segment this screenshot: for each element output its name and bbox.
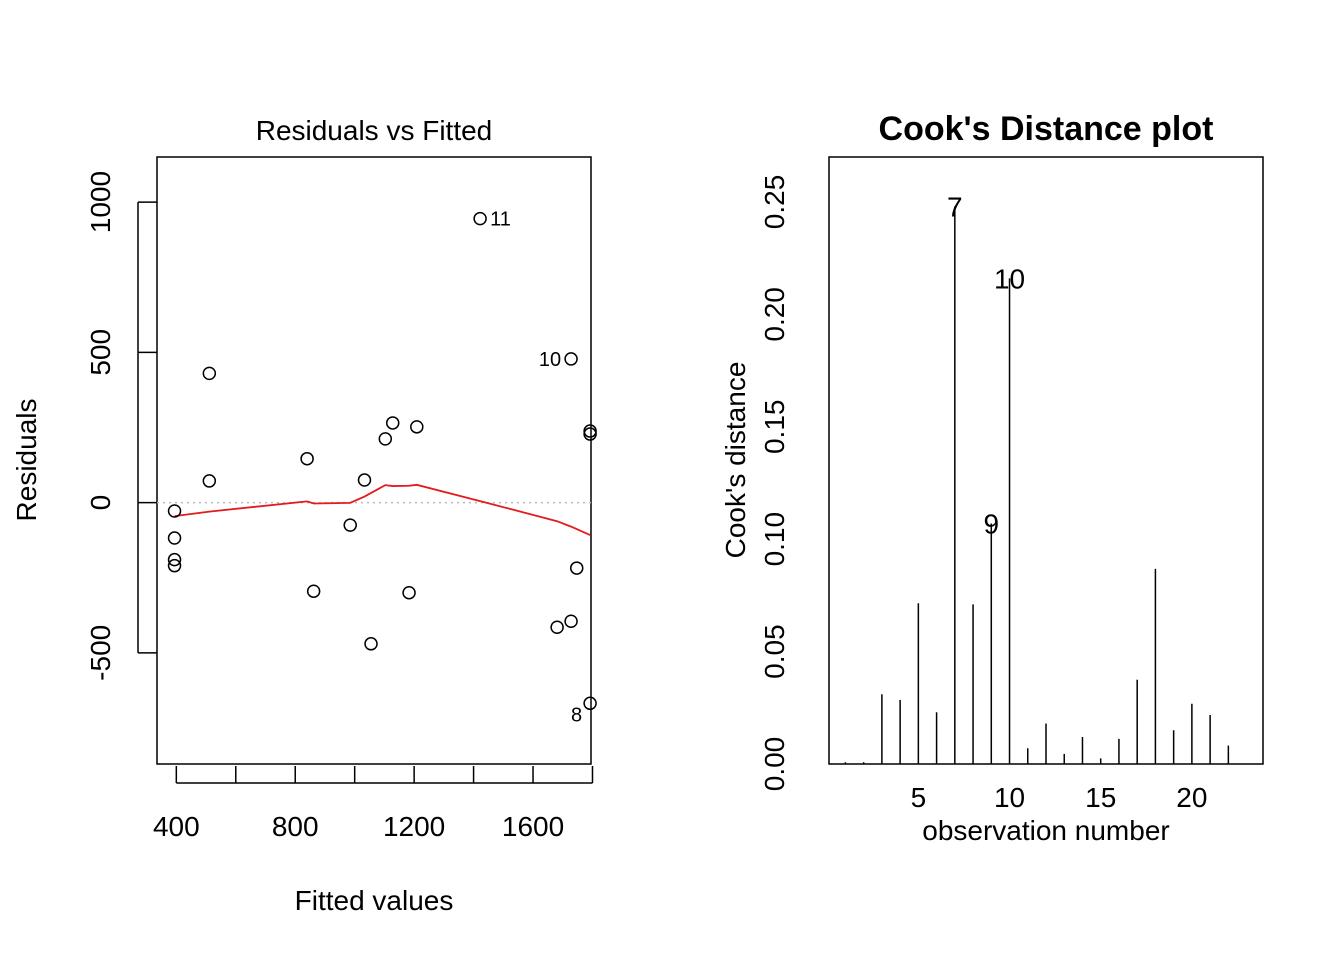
x-tick-label: 400 — [153, 811, 200, 842]
cooks-distance-panel: Cook's Distance plot observation number … — [720, 110, 1264, 846]
chart-title: Residuals vs Fitted — [256, 115, 493, 146]
x-tick-label: 10 — [994, 782, 1025, 813]
cook-point-label: 9 — [984, 508, 1000, 539]
point-label: 8 — [571, 704, 582, 726]
y-tick-label: 500 — [85, 329, 116, 376]
x-tick-label: 1600 — [502, 811, 564, 842]
data-point — [167, 552, 182, 567]
smooth-line — [174, 483, 591, 536]
data-point — [167, 531, 182, 545]
y-tick-label: 0.05 — [759, 624, 790, 679]
plot-frame — [156, 156, 592, 765]
y-axis: 0.00 0.05 0.10 0.15 0.20 0.25 — [759, 175, 790, 792]
data-point — [300, 451, 314, 466]
data-point — [550, 620, 564, 635]
x-tick-label: 15 — [1085, 782, 1116, 813]
cook-point-label: 10 — [994, 263, 1025, 294]
x-tick-label: 5 — [911, 782, 927, 813]
data-point — [306, 584, 321, 598]
y-axis: -500 0 500 1000 — [85, 171, 157, 681]
data-point — [564, 352, 578, 366]
y-axis-title: Cook's distance — [720, 362, 751, 559]
smooth-curve — [174, 483, 591, 536]
y-tick-label: 0 — [85, 495, 116, 511]
data-point — [473, 211, 487, 226]
y-axis-title: Residuals — [11, 399, 42, 522]
data-point — [402, 585, 416, 600]
y-tick-label: 0.15 — [759, 400, 790, 455]
data-point — [583, 427, 597, 441]
data-point — [583, 696, 597, 711]
residuals-vs-fitted-panel: Residuals vs Fitted Fitted values Residu… — [11, 115, 597, 916]
x-axis: 400 800 1200 1600 — [153, 766, 594, 842]
data-point — [202, 474, 217, 488]
data-point — [357, 473, 372, 487]
y-tick-label: 0.10 — [759, 512, 790, 567]
data-point — [385, 416, 400, 430]
data-point — [569, 561, 584, 575]
x-axis-title: observation number — [922, 815, 1169, 846]
y-tick-label: 0.20 — [759, 287, 790, 342]
data-point — [583, 424, 597, 438]
plot-frame — [828, 156, 1264, 765]
data-point — [410, 420, 424, 434]
data-points: 11 10 8 — [167, 209, 597, 726]
data-point — [343, 518, 357, 532]
x-tick-label: 20 — [1176, 782, 1207, 813]
point-label: 11 — [490, 209, 511, 231]
cook-labels: 7 9 10 — [947, 191, 1025, 539]
x-tick-label: 1200 — [383, 811, 445, 842]
data-point — [364, 637, 378, 651]
x-axis: 5 10 15 20 — [911, 782, 1208, 813]
y-tick-label: 0.00 — [759, 737, 790, 792]
cook-bars — [844, 206, 1230, 764]
chart-title: Cook's Distance plot — [879, 110, 1214, 148]
data-point — [167, 558, 182, 573]
y-tick-label: 0.25 — [759, 175, 790, 230]
x-axis-title: Fitted values — [295, 885, 454, 916]
cook-point-label: 7 — [947, 191, 963, 222]
y-tick-label: 1000 — [85, 171, 116, 233]
data-point — [167, 504, 182, 518]
y-tick-label: -500 — [85, 625, 116, 681]
point-label: 10 — [539, 349, 561, 371]
x-tick-label: 800 — [272, 811, 319, 842]
data-point — [202, 366, 217, 381]
data-point — [378, 432, 393, 446]
data-point — [564, 614, 578, 629]
